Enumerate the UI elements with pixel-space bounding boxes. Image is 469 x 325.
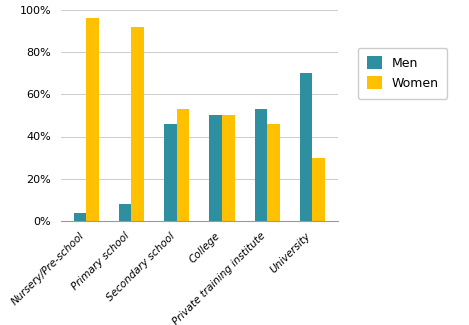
Legend: Men, Women: Men, Women (358, 48, 447, 99)
Bar (255, 109, 267, 221)
Bar (119, 204, 131, 221)
Bar (300, 73, 312, 221)
Bar (267, 124, 280, 221)
Bar (164, 124, 177, 221)
Bar (131, 27, 144, 221)
Bar (312, 158, 325, 221)
Bar (209, 115, 222, 221)
Bar (222, 115, 234, 221)
Bar (86, 18, 99, 221)
Bar (177, 109, 189, 221)
Bar (74, 213, 86, 221)
